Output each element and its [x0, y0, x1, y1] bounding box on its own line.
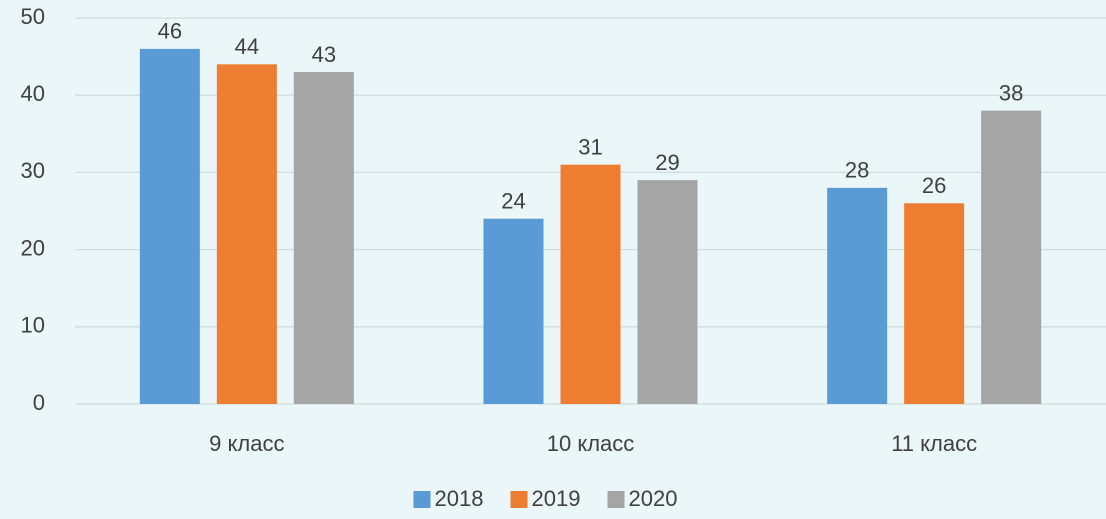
legend-swatch: [511, 491, 528, 508]
legend-label: 2020: [629, 486, 678, 511]
bar: [981, 111, 1041, 404]
value-label: 44: [235, 34, 259, 59]
y-tick-label: 30: [21, 158, 45, 183]
value-label: 26: [922, 173, 946, 198]
bar: [217, 64, 277, 404]
chart: 0 10 20 30 40 50 9 класс 46 44 43 10 класс 24 31 29 11…: [0, 0, 1106, 519]
bar: [904, 203, 964, 404]
x-tick-label: 11 класс: [891, 431, 977, 456]
value-label: 29: [655, 150, 679, 175]
bar: [638, 180, 698, 404]
value-label: 46: [158, 19, 182, 44]
page: {"chart_data": {"type": "bar", "categori…: [0, 0, 1106, 519]
legend-swatch: [608, 491, 625, 508]
legend-label: 2019: [532, 486, 581, 511]
value-label: 31: [578, 134, 602, 159]
value-label: 24: [501, 189, 525, 214]
bar: [294, 72, 354, 404]
value-label: 28: [845, 158, 869, 183]
bar: [827, 188, 887, 404]
bar: [561, 165, 621, 404]
y-tick-label: 0: [33, 390, 45, 415]
value-label: 43: [312, 42, 336, 67]
x-tick-label: 9 класс: [209, 431, 284, 456]
y-tick-label: 50: [21, 4, 45, 29]
bar: [484, 219, 544, 404]
legend-swatch: [414, 491, 431, 508]
y-tick-label: 10: [21, 313, 45, 338]
bar: [140, 49, 200, 404]
y-tick-label: 40: [21, 81, 45, 106]
legend-label: 2018: [435, 486, 484, 511]
y-tick-label: 20: [21, 235, 45, 260]
value-label: 38: [999, 80, 1023, 105]
x-tick-label: 10 класс: [547, 431, 635, 456]
